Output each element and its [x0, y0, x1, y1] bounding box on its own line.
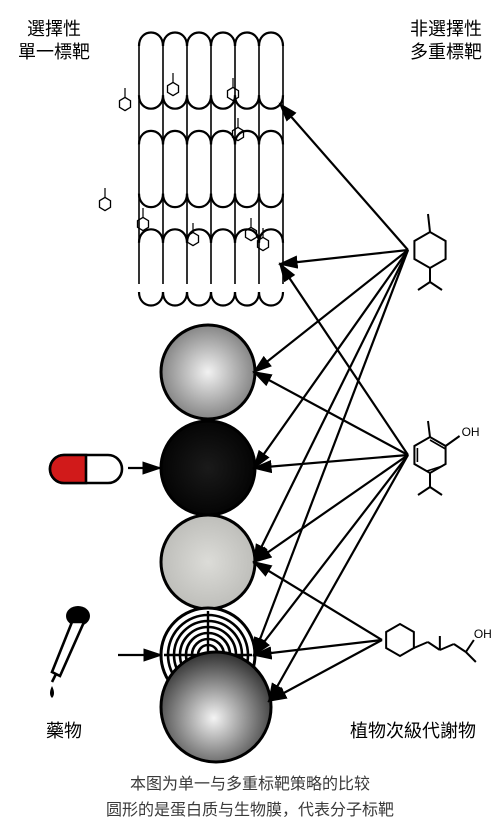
svg-text:OH: OH — [462, 425, 480, 439]
dropper-icon — [50, 606, 90, 698]
label-selective: 選擇性單一標靶 — [18, 18, 90, 65]
target-circle-4 — [161, 608, 255, 702]
label-drugs: 藥物 — [46, 720, 82, 743]
target-circle-3 — [161, 515, 255, 609]
metabolite-2: OH — [414, 421, 479, 495]
label-metabolites: 植物次級代謝物 — [350, 720, 476, 743]
target-circle-1 — [161, 325, 255, 419]
target-circle-2 — [161, 421, 255, 515]
bottom-sphere — [161, 652, 271, 762]
diagram-canvas: OH OH — [0, 0, 500, 824]
metabolite-3: OH — [386, 624, 492, 662]
label-nonselective: 非選擇性多重標靶 — [410, 18, 482, 65]
metabolite-1 — [414, 214, 445, 290]
arrows — [118, 104, 408, 701]
caption-line2: 圆形的是蛋白质与生物膜，代表分子标靶 — [0, 796, 500, 820]
caption-line1: 本图为单一与多重标靶策略的比较 — [0, 770, 500, 794]
svg-text:OH: OH — [474, 627, 492, 641]
pill-icon — [50, 455, 122, 483]
membrane-protein — [100, 33, 284, 306]
